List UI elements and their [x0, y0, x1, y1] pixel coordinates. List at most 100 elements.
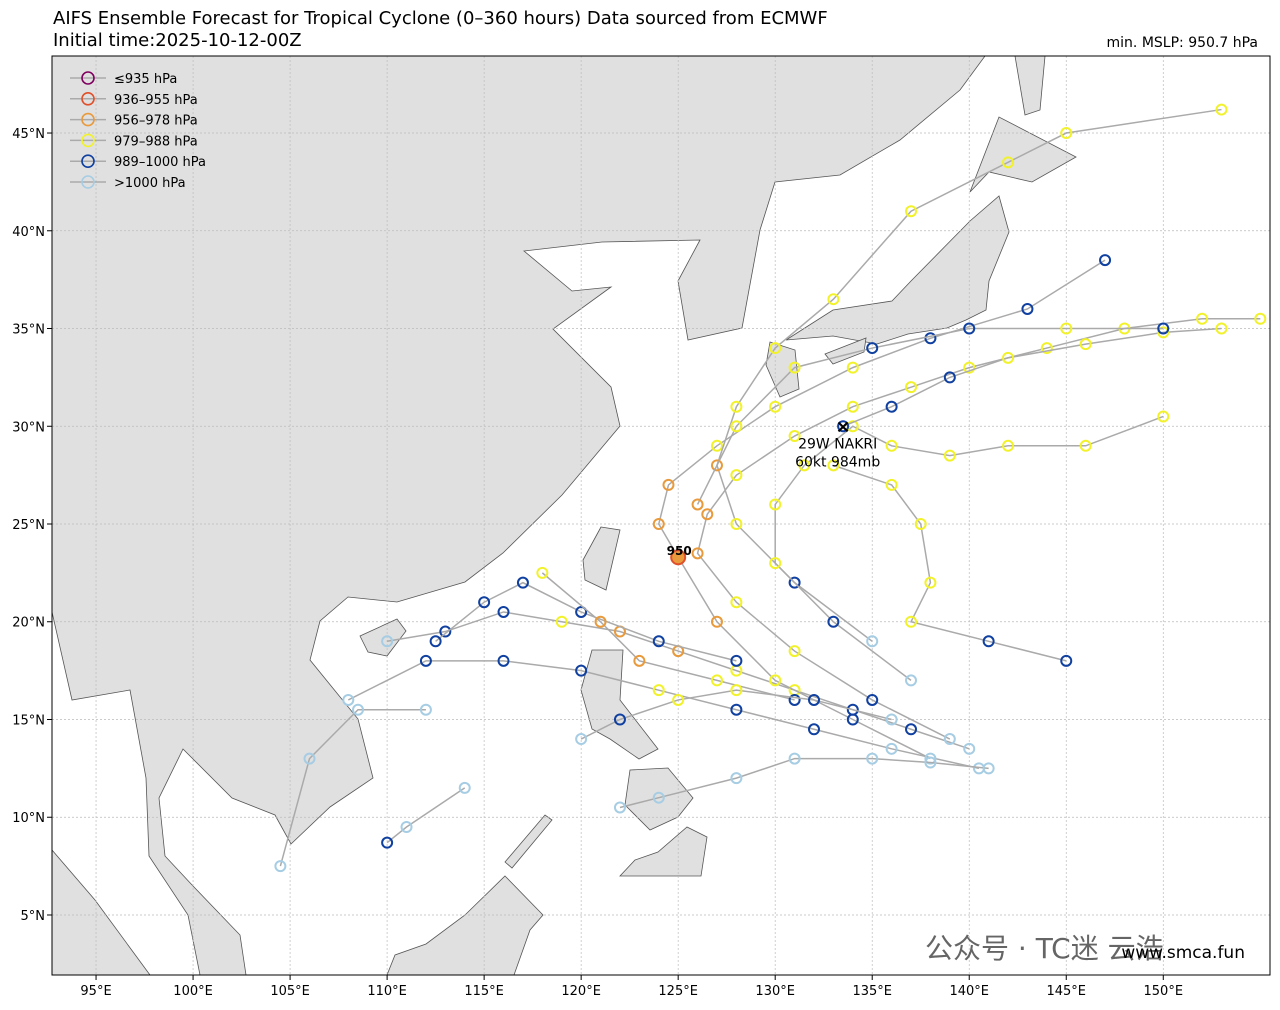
track-point: [439, 625, 452, 638]
track-point: [555, 615, 568, 628]
sumatra: [52, 849, 151, 975]
track-line: [386, 611, 970, 750]
track-point: [982, 762, 995, 775]
legend-marker: [81, 112, 95, 127]
grid: [52, 56, 1270, 975]
track-point: [788, 361, 801, 374]
track-point: [613, 801, 626, 814]
track-point: [730, 654, 743, 667]
track-point: [846, 400, 859, 413]
track-point: [769, 674, 782, 687]
x-tick-label: 95°E: [80, 984, 111, 999]
track-point: [419, 654, 432, 667]
borneo: [386, 875, 544, 975]
min-point: [670, 549, 687, 566]
sakhalin: [1014, 56, 1046, 116]
track-point: [905, 381, 918, 394]
track-point: [497, 654, 510, 667]
track-point: [837, 420, 850, 433]
y-tick-label: 40°N: [12, 225, 45, 240]
track-point: [1099, 254, 1112, 267]
track-point: [575, 605, 588, 618]
track-point: [769, 498, 782, 511]
track-point: [594, 615, 607, 628]
y-tick-label: 35°N: [12, 323, 45, 338]
track-point: [352, 703, 365, 716]
track-point: [905, 615, 918, 628]
track-point: [924, 332, 937, 345]
track-point: [1079, 338, 1092, 351]
track-point: [575, 733, 588, 746]
track-point: [769, 557, 782, 570]
track-point: [701, 508, 714, 521]
legend: ≤935 hPa 936–955 hPa 956–978 hPa 979–988 hP…: [70, 71, 206, 191]
track-point: [691, 547, 704, 560]
track-line: [386, 787, 466, 844]
y-tick-label: 15°N: [12, 713, 45, 728]
track-point: [808, 693, 821, 706]
track-point: [1196, 312, 1209, 325]
track-point: [1021, 302, 1034, 315]
track-point: [575, 664, 588, 677]
y-tick-label: 45°N: [12, 127, 45, 142]
track-point: [710, 674, 723, 687]
track-point: [769, 400, 782, 413]
track-point: [662, 478, 675, 491]
palawan: [504, 814, 553, 869]
track-line: [696, 317, 1261, 740]
honshu: [785, 195, 1010, 345]
track-point: [827, 459, 840, 472]
track-point: [788, 576, 801, 589]
storm-name: 29W NAKRI: [798, 436, 877, 452]
track-point: [1215, 322, 1228, 335]
track-point: [788, 752, 801, 765]
track-point: [730, 596, 743, 609]
track-line: [279, 708, 426, 867]
legend-label: ≤935 hPa: [114, 72, 177, 87]
track-line: [580, 689, 892, 740]
track-point: [1254, 312, 1267, 325]
track-point: [943, 371, 956, 384]
track-point: [730, 400, 743, 413]
track-point: [652, 791, 665, 804]
track-point: [827, 293, 840, 306]
track-point: [1040, 342, 1053, 355]
track-point: [730, 703, 743, 716]
track-point: [808, 723, 821, 736]
track-point: [516, 576, 529, 589]
legend-label: >1000 hPa: [114, 176, 186, 191]
track-point: [1157, 410, 1170, 423]
legend-label: 956–978 hPa: [114, 114, 198, 129]
x-tick-label: 110°E: [367, 984, 407, 999]
track-point: [866, 342, 879, 355]
track-point: [769, 342, 782, 355]
track-point: [458, 781, 471, 794]
track-line: [541, 572, 795, 701]
watermark: 公众号 · TC迷 云浩: [925, 932, 1164, 965]
taiwan: [582, 526, 621, 591]
track-point: [846, 361, 859, 374]
tracks: ×29W NAKRI 60kt 984mb 950: [274, 103, 1267, 873]
legend-marker: [81, 175, 95, 189]
track-point: [788, 693, 801, 706]
track-point: [788, 430, 801, 443]
track-point: [1215, 103, 1228, 116]
min-mslp: min. MSLP: 950.7 hPa: [1107, 35, 1258, 51]
track-point: [730, 518, 743, 531]
track-point: [788, 645, 801, 658]
track-point: [1157, 322, 1170, 335]
track-point: [846, 713, 859, 726]
visayas: [624, 767, 694, 831]
track-point: [1079, 439, 1092, 452]
track-point: [381, 836, 394, 849]
track-point: [905, 205, 918, 218]
track-point: [924, 576, 937, 589]
track-line: [842, 327, 1222, 427]
track-point: [710, 459, 723, 472]
track-point: [924, 756, 937, 769]
mainland-asia: [52, 56, 986, 975]
track-point: [905, 674, 918, 687]
track-point: [905, 723, 918, 736]
track-point: [963, 322, 976, 335]
track-line: [774, 415, 1164, 681]
